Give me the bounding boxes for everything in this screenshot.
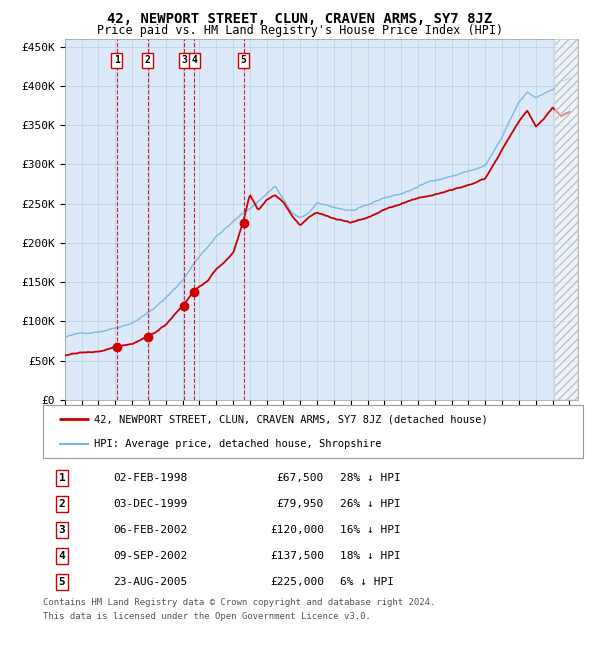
Text: This data is licensed under the Open Government Licence v3.0.: This data is licensed under the Open Gov… [43,612,371,621]
Text: £120,000: £120,000 [270,525,324,535]
Text: 06-FEB-2002: 06-FEB-2002 [113,525,188,535]
Text: £137,500: £137,500 [270,551,324,561]
Text: 6% ↓ HPI: 6% ↓ HPI [340,577,394,587]
Text: 18% ↓ HPI: 18% ↓ HPI [340,551,401,561]
Text: Contains HM Land Registry data © Crown copyright and database right 2024.: Contains HM Land Registry data © Crown c… [43,598,436,607]
Text: 09-SEP-2002: 09-SEP-2002 [113,551,188,561]
Text: HPI: Average price, detached house, Shropshire: HPI: Average price, detached house, Shro… [94,439,382,449]
Bar [556,39,578,400]
Text: 26% ↓ HPI: 26% ↓ HPI [340,499,401,509]
Text: 02-FEB-1998: 02-FEB-1998 [113,473,188,483]
Text: 3: 3 [181,55,187,65]
Text: 42, NEWPORT STREET, CLUN, CRAVEN ARMS, SY7 8JZ: 42, NEWPORT STREET, CLUN, CRAVEN ARMS, S… [107,12,493,26]
Text: £67,500: £67,500 [277,473,324,483]
Bar [556,39,578,400]
Text: 2: 2 [59,499,65,509]
Text: £225,000: £225,000 [270,577,324,587]
Text: 28% ↓ HPI: 28% ↓ HPI [340,473,401,483]
Text: £79,950: £79,950 [277,499,324,509]
Text: 3: 3 [59,525,65,535]
Text: Price paid vs. HM Land Registry's House Price Index (HPI): Price paid vs. HM Land Registry's House … [97,24,503,37]
Text: 42, NEWPORT STREET, CLUN, CRAVEN ARMS, SY7 8JZ (detached house): 42, NEWPORT STREET, CLUN, CRAVEN ARMS, S… [94,414,488,424]
Text: 1: 1 [59,473,65,483]
Text: 2: 2 [145,55,151,65]
Text: 4: 4 [191,55,197,65]
Text: 16% ↓ HPI: 16% ↓ HPI [340,525,401,535]
Text: 4: 4 [59,551,65,561]
Text: 5: 5 [241,55,247,65]
Text: 03-DEC-1999: 03-DEC-1999 [113,499,188,509]
Text: 23-AUG-2005: 23-AUG-2005 [113,577,188,587]
Text: 5: 5 [59,577,65,587]
Text: 1: 1 [114,55,120,65]
